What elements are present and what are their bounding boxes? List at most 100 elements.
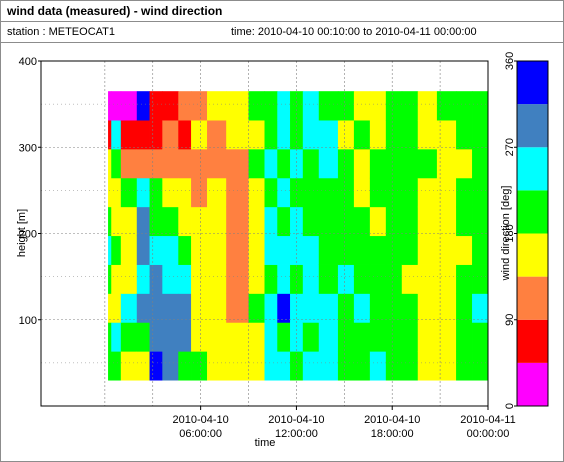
colorbar-bin — [517, 362, 548, 406]
heatmap-cell — [162, 206, 179, 237]
heatmap-cell — [120, 293, 138, 323]
x-tick-label-date: 2010-04-11 — [460, 414, 515, 426]
heatmap-cell — [248, 120, 265, 150]
heatmap-cell — [111, 293, 122, 323]
heatmap-cell — [277, 351, 291, 381]
heatmap-cell — [108, 206, 112, 237]
heatmap-cell — [191, 264, 208, 294]
colorbar-tick-label: 90 — [504, 314, 516, 326]
x-tick-label-time: 06:00:00 — [179, 428, 222, 440]
heatmap-cell — [248, 322, 265, 352]
heatmap-cell — [111, 264, 122, 294]
heatmap-cell — [353, 177, 371, 208]
heatmap-cell — [108, 351, 112, 381]
heatmap-cell — [264, 322, 278, 352]
heatmap-cell — [369, 206, 387, 237]
heatmap-cell — [401, 351, 419, 381]
heatmap-cell — [302, 91, 320, 121]
heatmap-cell — [353, 351, 371, 381]
heatmap-cell — [111, 91, 122, 121]
heatmap-cell — [401, 206, 419, 237]
heatmap-cell — [226, 322, 249, 352]
heatmap-cell — [369, 235, 387, 265]
colorbar-bin — [517, 190, 548, 234]
heatmap-cell — [369, 177, 387, 208]
heatmap-cell — [120, 322, 138, 352]
heatmap-cell — [191, 351, 208, 381]
heatmap-cell — [318, 322, 339, 352]
heatmap-cell — [472, 235, 489, 265]
heatmap-cell — [277, 91, 291, 121]
heatmap-cell — [277, 293, 291, 323]
heatmap-cell — [248, 206, 265, 237]
heatmap-cell — [436, 206, 457, 237]
heatmap-cell — [108, 148, 112, 179]
colorbar-bin — [517, 276, 548, 320]
heatmap-cell — [178, 322, 192, 352]
y-tick-label: 200 — [19, 229, 37, 241]
heatmap-cell — [472, 293, 489, 323]
heatmap-cell — [369, 351, 387, 381]
heatmap-cell — [264, 206, 278, 237]
heatmap-cell — [191, 293, 208, 323]
heatmap-cell — [136, 293, 150, 323]
heatmap-cell — [162, 148, 179, 179]
heatmap-cell — [401, 235, 419, 265]
heatmap-cell — [472, 206, 489, 237]
heatmap-cell — [264, 264, 278, 294]
heatmap-cell — [302, 235, 320, 265]
heatmap-cell — [277, 322, 291, 352]
heatmap-cell — [248, 235, 265, 265]
heatmap-cell — [264, 177, 278, 208]
heatmap-cell — [436, 264, 457, 294]
heatmap-cell — [353, 293, 371, 323]
heatmap-cell — [417, 91, 438, 121]
heatmap-cell — [401, 264, 419, 294]
heatmap-cell — [162, 293, 179, 323]
heatmap-cell — [162, 177, 179, 208]
heatmap-cell — [136, 91, 150, 121]
heatmap-cell — [136, 177, 150, 208]
heatmap-cell — [318, 148, 339, 179]
heatmap-cell — [248, 177, 265, 208]
heatmap-cell — [120, 235, 138, 265]
heatmap-cell — [385, 293, 403, 323]
heatmap-cell — [277, 148, 291, 179]
heatmap-cell — [226, 264, 249, 294]
heatmap-cell — [149, 293, 163, 323]
heatmap-cell — [162, 322, 179, 352]
heatmap-cell — [136, 206, 150, 237]
heatmap-cell — [337, 91, 355, 121]
heatmap-cell — [191, 322, 208, 352]
heatmap-cell — [108, 120, 112, 150]
heatmap-cell — [162, 235, 179, 265]
heatmap-cell — [178, 177, 192, 208]
x-tick-label-date: 2010-04-10 — [364, 414, 420, 426]
heatmap-cell — [120, 91, 138, 121]
heatmap-cell — [401, 177, 419, 208]
heatmap-cell — [385, 148, 403, 179]
heatmap-cell — [337, 293, 355, 323]
heatmap-cell — [302, 177, 320, 208]
heatmap-cell — [290, 322, 304, 352]
heatmap-cell — [353, 235, 371, 265]
heatmap-cell — [207, 293, 227, 323]
heatmap-cell — [436, 351, 457, 381]
heatmap-cell — [472, 148, 489, 179]
heatmap-cell — [149, 91, 163, 121]
heatmap-cell — [136, 264, 150, 294]
heatmap-cell — [108, 235, 112, 265]
heatmap-cell — [248, 264, 265, 294]
heatmap-cell — [120, 120, 138, 150]
heatmap-cell — [111, 148, 122, 179]
heatmap-cell — [337, 120, 355, 150]
info-bar: station : METEOCAT1 time: 2010-04-10 00:… — [1, 22, 563, 43]
heatmap-cell — [456, 293, 473, 323]
heatmap-cell — [226, 235, 249, 265]
heatmap-cell — [337, 177, 355, 208]
x-axis: 2010-04-10 06:00:00 2010-04-10 12:00:00 2010… — [173, 406, 516, 440]
heatmap-cell — [136, 235, 150, 265]
colorbar-tick-label: 360 — [504, 52, 516, 70]
heatmap-cell — [290, 293, 304, 323]
